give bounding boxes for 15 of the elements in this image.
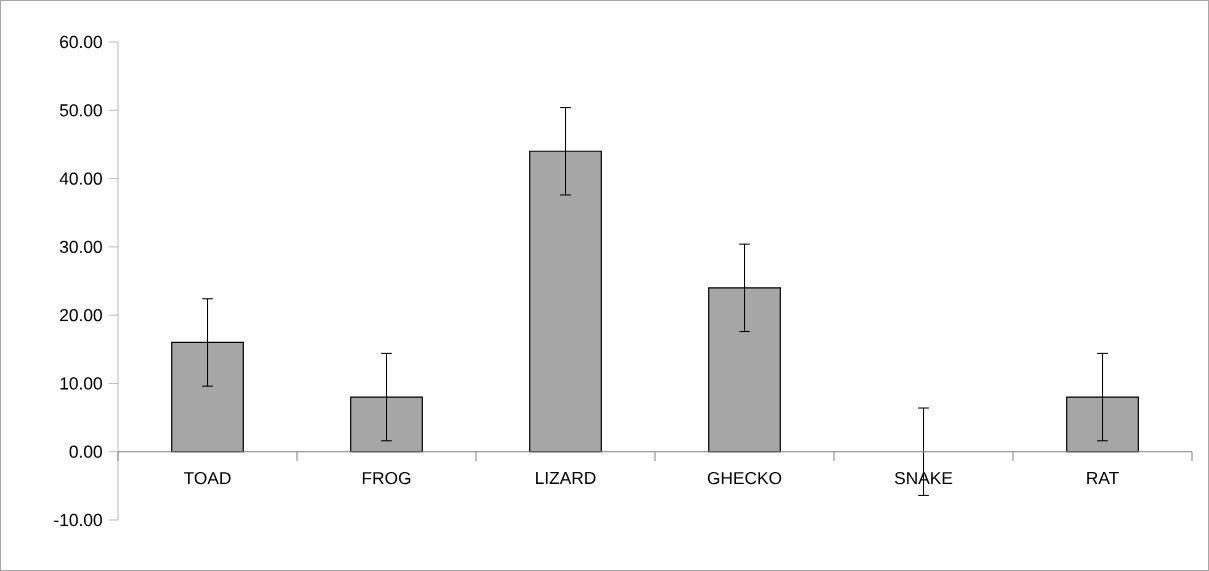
x-tick-label: RAT <box>1087 471 1119 484</box>
x-tick-label: LIZARD <box>536 471 596 484</box>
y-tick-label: 60.00 <box>60 35 102 49</box>
y-tick-label: 0.00 <box>69 445 102 458</box>
x-tick-label: FROG <box>362 471 411 485</box>
y-tick-label: 30.00 <box>59 240 102 253</box>
y-tick-label: 20.00 <box>60 309 102 322</box>
bar <box>171 341 244 453</box>
y-tick-label: 50.00 <box>59 104 102 117</box>
x-tick-label: TOAD <box>183 471 231 485</box>
y-tick-label: 10.00 <box>60 377 102 390</box>
x-tick-label: GHECKO <box>707 471 782 485</box>
y-tick-label: 40.00 <box>59 172 102 185</box>
bar <box>529 150 602 453</box>
y-tick-label: -10.00 <box>54 513 102 527</box>
